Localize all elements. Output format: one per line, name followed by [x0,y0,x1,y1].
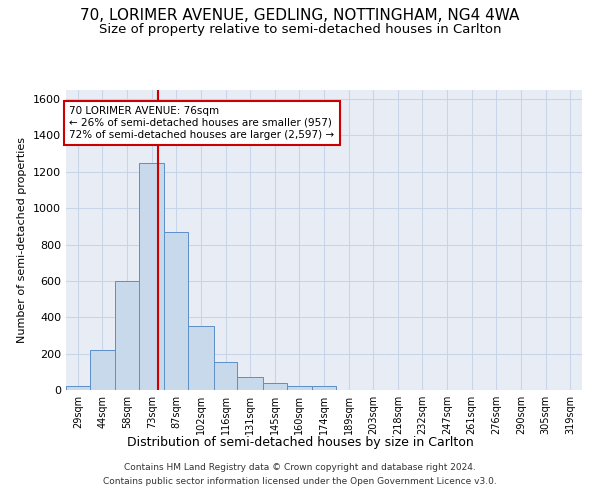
Bar [287,386,312,390]
Text: 70 LORIMER AVENUE: 76sqm
← 26% of semi-detached houses are smaller (957)
72% of : 70 LORIMER AVENUE: 76sqm ← 26% of semi-d… [70,106,335,140]
Bar [238,378,263,390]
Text: 70, LORIMER AVENUE, GEDLING, NOTTINGHAM, NG4 4WA: 70, LORIMER AVENUE, GEDLING, NOTTINGHAM,… [80,8,520,22]
Bar [66,386,90,390]
Text: Contains HM Land Registry data © Crown copyright and database right 2024.: Contains HM Land Registry data © Crown c… [124,464,476,472]
Bar [115,281,139,390]
Bar [188,326,214,390]
Bar [90,350,115,390]
Y-axis label: Number of semi-detached properties: Number of semi-detached properties [17,137,28,343]
Text: Contains public sector information licensed under the Open Government Licence v3: Contains public sector information licen… [103,477,497,486]
Text: Distribution of semi-detached houses by size in Carlton: Distribution of semi-detached houses by … [127,436,473,449]
Bar [164,232,188,390]
Bar [139,162,164,390]
Bar [312,386,336,390]
Text: Size of property relative to semi-detached houses in Carlton: Size of property relative to semi-detach… [99,22,501,36]
Bar [214,362,238,390]
Bar [263,382,287,390]
